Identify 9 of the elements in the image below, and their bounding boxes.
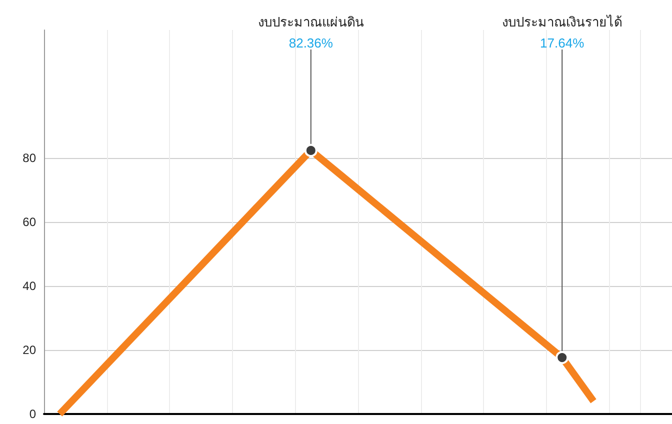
- data-label: 17.64%: [540, 36, 585, 50]
- y-tick-label: 20: [22, 343, 36, 357]
- text: งบประมาณแผ่นดิน: [258, 14, 364, 30]
- y-tick-label: 80: [22, 151, 36, 165]
- y-tick-label: 0: [29, 407, 36, 421]
- y-tick-label: 40: [22, 279, 36, 293]
- text: งบประมาณเงินรายได้: [502, 14, 622, 30]
- data-label: 82.36%: [288, 36, 334, 50]
- y-tick-label: 60: [22, 215, 36, 229]
